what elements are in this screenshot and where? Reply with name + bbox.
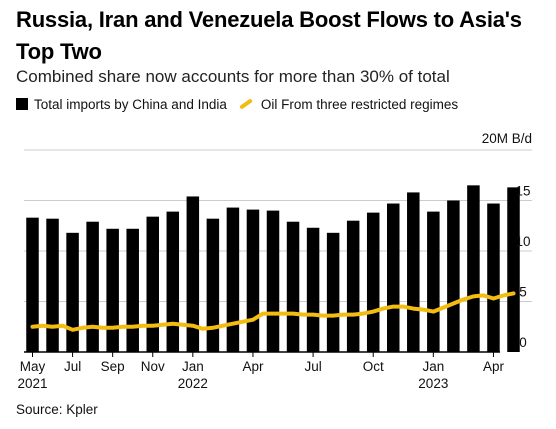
bar <box>487 203 500 352</box>
y-tick-label: 10 <box>515 234 530 249</box>
bar <box>106 228 119 352</box>
bar <box>266 210 280 352</box>
bar <box>126 228 139 352</box>
legend-label-imports: Total imports by China and India <box>34 96 227 112</box>
bar <box>306 227 320 352</box>
x-year-label: 2021 <box>17 376 47 391</box>
bar <box>226 207 240 352</box>
bar <box>86 221 99 352</box>
bar-series <box>26 185 520 352</box>
bar <box>26 217 39 352</box>
bar <box>46 218 59 352</box>
line-series <box>30 291 516 332</box>
x-year-label: 2022 <box>178 376 208 391</box>
bar <box>326 232 340 352</box>
y-tick-label: 15 <box>515 184 530 199</box>
x-tick-label: Oct <box>363 359 384 374</box>
chart-subtitle: Combined share now accounts for more tha… <box>16 67 450 86</box>
bar <box>427 211 440 352</box>
x-tick-label: Jan <box>422 359 444 374</box>
x-year-label: 2023 <box>418 376 448 391</box>
x-tick-label: Apr <box>483 359 505 374</box>
restricted-oil-line <box>30 291 516 332</box>
bar <box>387 203 400 352</box>
x-tick-label: Jan <box>182 359 204 374</box>
bar <box>146 216 159 352</box>
bar <box>467 185 480 352</box>
x-tick-label: Apr <box>242 359 264 374</box>
bar <box>286 221 300 352</box>
bar <box>186 196 200 352</box>
y-tick-label: 0 <box>519 335 527 350</box>
x-tick-label: Sep <box>101 359 125 374</box>
bar <box>206 218 220 352</box>
bar <box>507 187 520 352</box>
bar <box>346 220 360 352</box>
bar <box>166 211 180 352</box>
chart-title: Russia, Iran and Venezuela Boost Flows t… <box>16 7 522 64</box>
bar <box>246 209 260 352</box>
bar <box>407 192 420 352</box>
source-note: Source: Kpler <box>16 402 98 417</box>
axes: 0 5 10 15 20M B/d May 2021 Jul Sep Nov Jan 2022 Apr J… <box>17 131 532 391</box>
x-tick-label: Nov <box>141 359 165 374</box>
bar <box>447 200 460 352</box>
chart-area: 0 5 10 15 20M B/d May 2021 Jul Sep Nov Jan 2022 Apr J… <box>17 131 532 391</box>
legend: Total imports by China and India Oil Fro… <box>16 95 458 113</box>
bar <box>366 212 380 352</box>
x-tick-label: Jul <box>64 359 81 374</box>
legend-label-restricted: Oil From three restricted regimes <box>260 96 459 112</box>
y-tick-label: 5 <box>519 285 527 300</box>
x-tick-label: May <box>20 359 46 374</box>
bar <box>66 232 79 352</box>
x-tick-label: Jul <box>304 359 321 374</box>
legend-bar-swatch <box>16 98 28 110</box>
y-unit-label: 20M B/d <box>482 131 532 146</box>
